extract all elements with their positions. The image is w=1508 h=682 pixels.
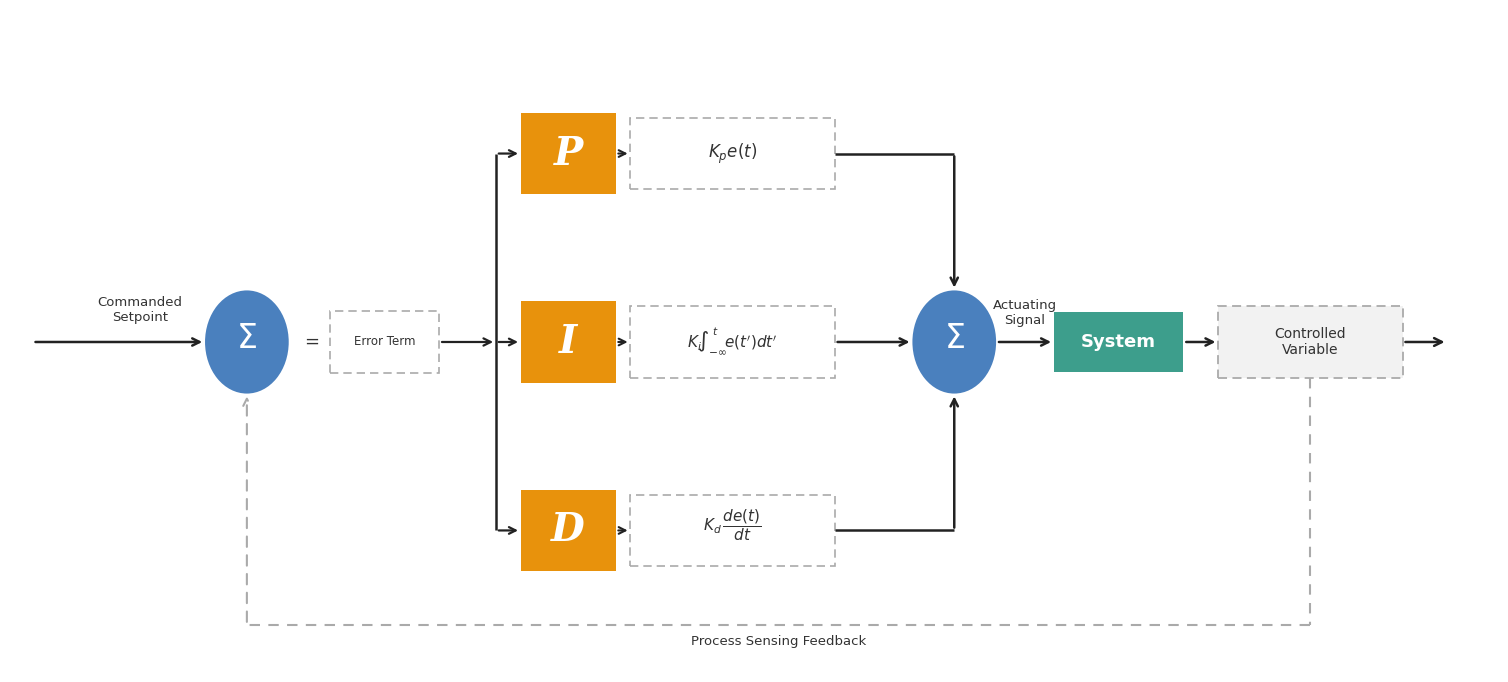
Text: Controlled
Variable: Controlled Variable: [1274, 327, 1347, 357]
Bar: [330, 311, 439, 373]
Text: $K_p e(t)$: $K_p e(t)$: [709, 141, 757, 166]
Text: I: I: [559, 323, 578, 361]
Text: System: System: [1081, 333, 1157, 351]
Text: D: D: [552, 512, 585, 550]
Bar: [1218, 306, 1402, 378]
Text: Error Term: Error Term: [353, 336, 415, 349]
Text: $K_i\!\int_{-\infty}^{\,t}\! e(t^{\prime})dt^{\prime}$: $K_i\!\int_{-\infty}^{\,t}\! e(t^{\prime…: [688, 325, 778, 355]
Bar: [630, 118, 835, 189]
Text: Actuating
Signal: Actuating Signal: [992, 299, 1057, 327]
Bar: [1054, 312, 1184, 372]
Text: $\Sigma$: $\Sigma$: [237, 321, 258, 355]
Bar: [520, 490, 615, 571]
Bar: [520, 301, 615, 383]
Bar: [520, 113, 615, 194]
Text: $\Sigma$: $\Sigma$: [944, 321, 965, 355]
Text: =: =: [305, 333, 320, 351]
Bar: [630, 306, 835, 378]
Text: Commanded
Setpoint: Commanded Setpoint: [98, 296, 182, 324]
Text: Process Sensing Feedback: Process Sensing Feedback: [691, 634, 866, 648]
Text: $K_d\,\dfrac{de(t)}{dt}$: $K_d\,\dfrac{de(t)}{dt}$: [703, 507, 762, 544]
Bar: [630, 494, 835, 566]
Ellipse shape: [205, 291, 288, 394]
Ellipse shape: [912, 291, 997, 394]
Text: P: P: [553, 134, 582, 173]
